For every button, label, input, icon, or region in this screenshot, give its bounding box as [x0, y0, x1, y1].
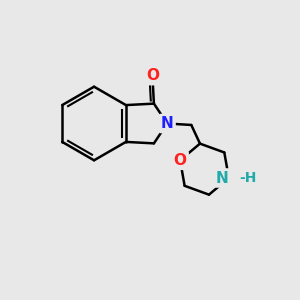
Text: O: O [146, 68, 159, 83]
Text: N: N [216, 170, 229, 185]
Text: N: N [161, 116, 173, 131]
Text: O: O [174, 153, 187, 168]
Text: -H: -H [239, 171, 256, 185]
